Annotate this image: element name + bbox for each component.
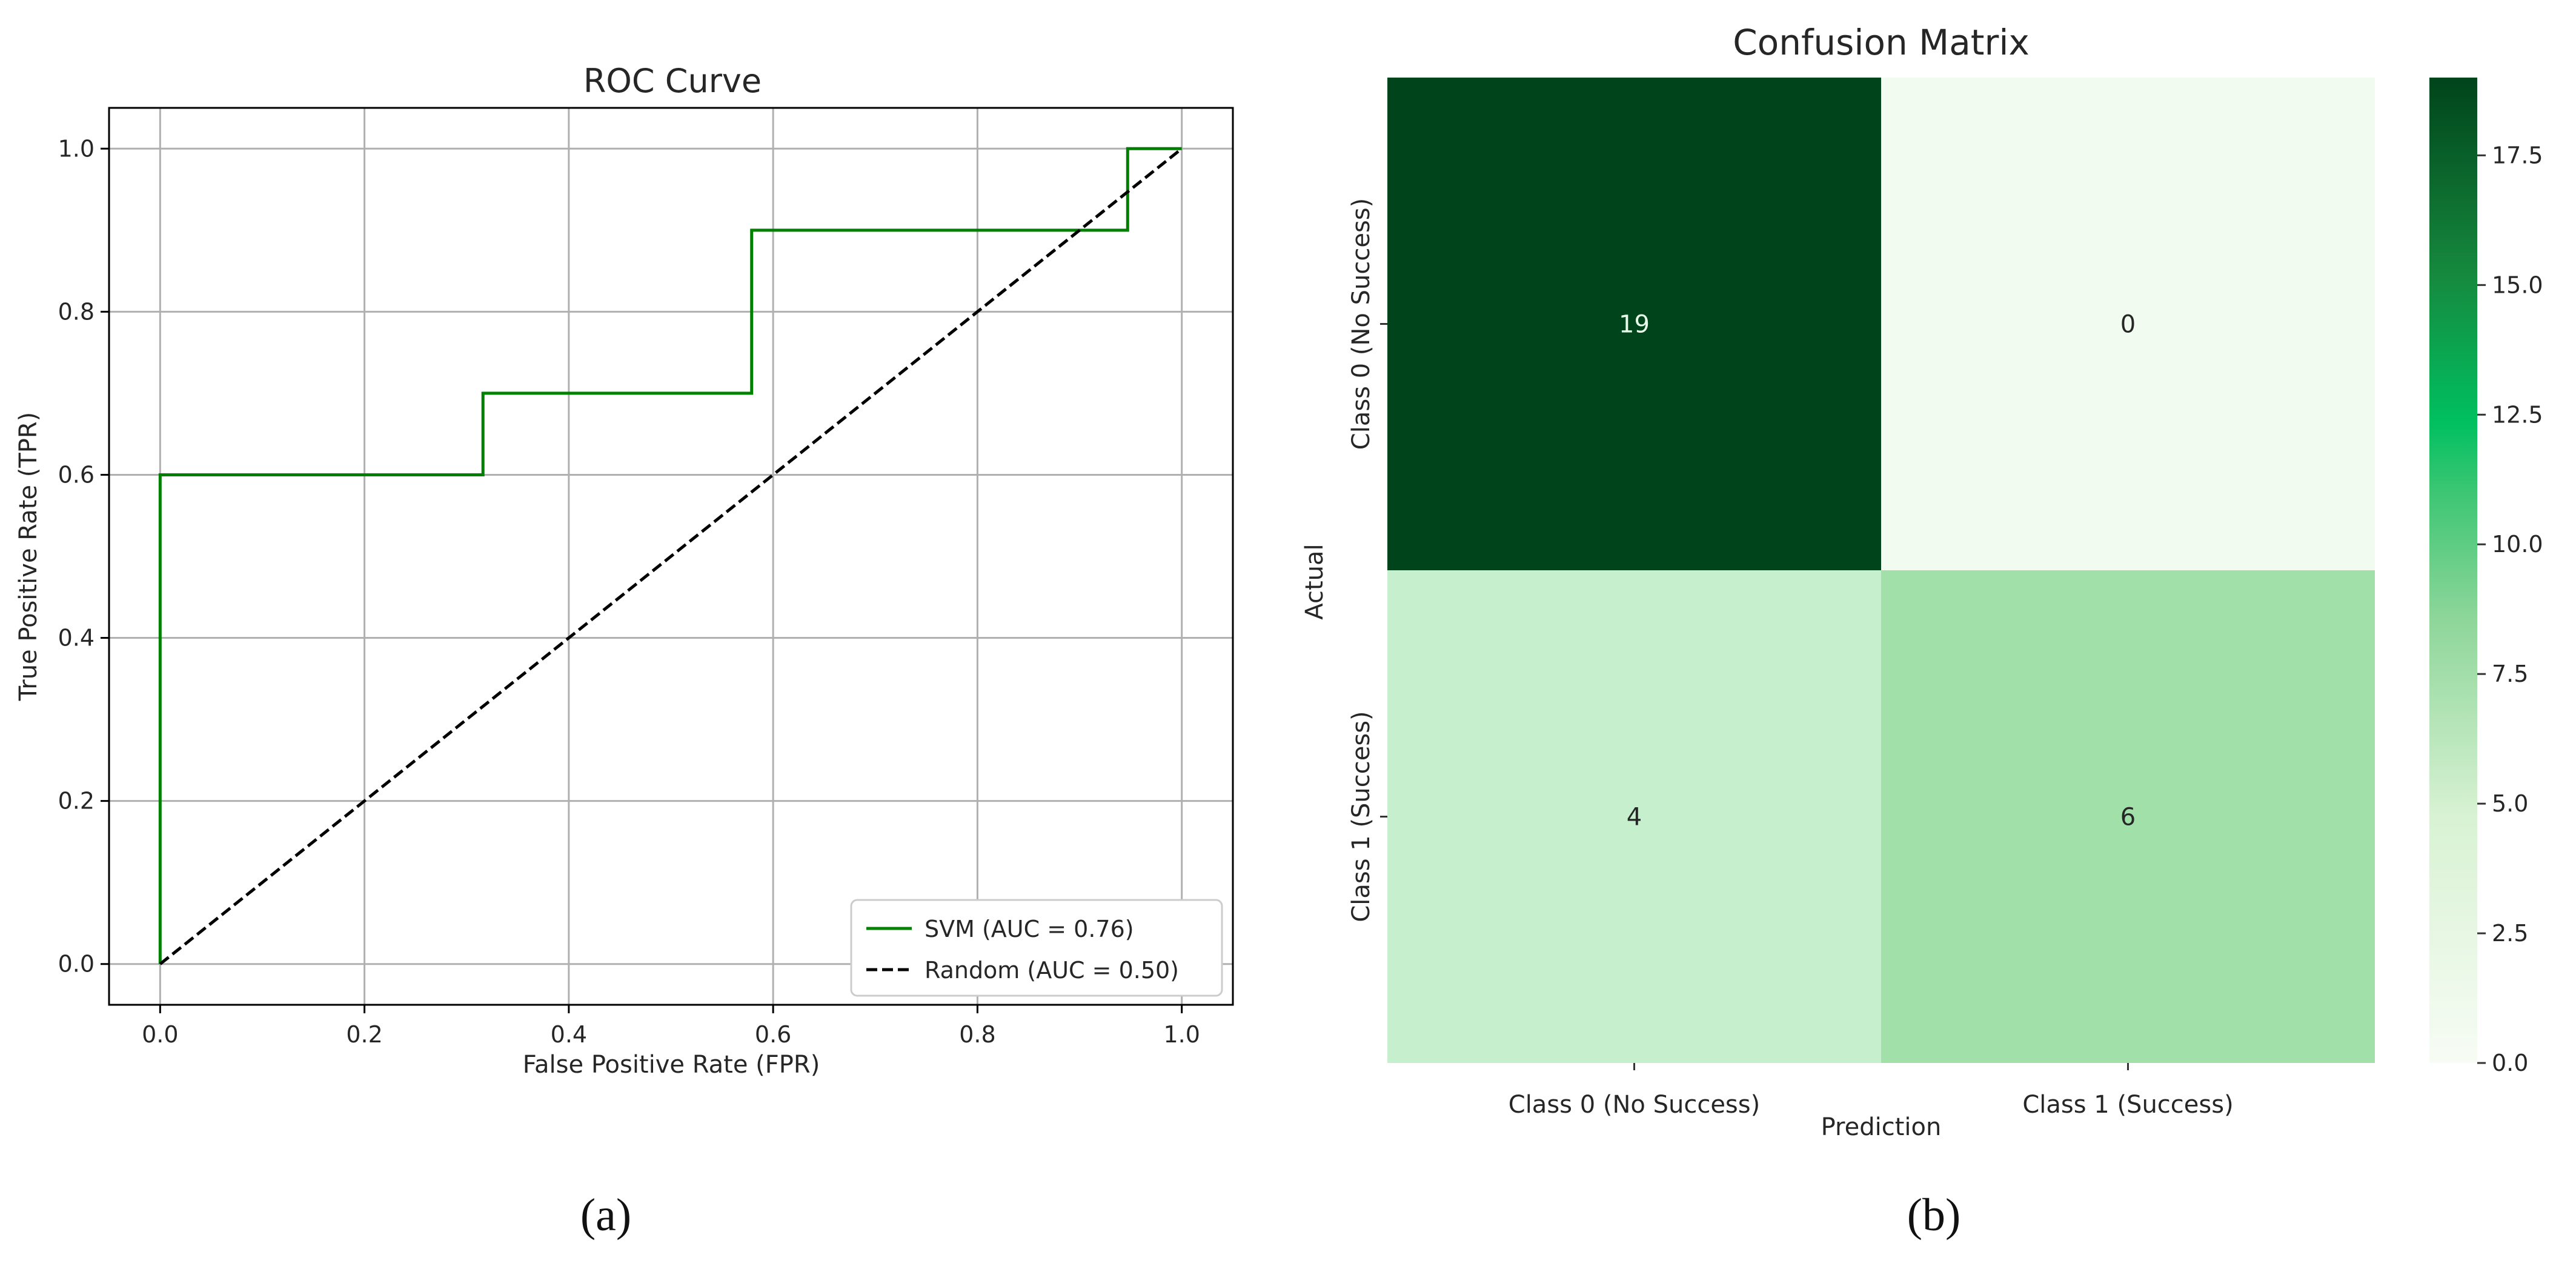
roc-x-tick-label: 0.6 [755, 1021, 791, 1048]
cm-cell [1387, 570, 1881, 1063]
roc-y-tick-label: 1.0 [58, 135, 95, 162]
cm-y-axis-label: Actual [1301, 544, 1329, 619]
cm-cell-value: 6 [2120, 804, 2136, 831]
roc-x-tick-label: 0.8 [959, 1021, 995, 1048]
roc-x-tick-label: 1.0 [1163, 1021, 1200, 1048]
cm-cell [1881, 78, 2375, 570]
cm-colorbar-tick-label: 0.0 [2492, 1050, 2528, 1076]
roc-y-tick-label: 0.6 [58, 461, 95, 488]
roc-title: ROC Curve [583, 62, 762, 100]
cm-y-tick-label: Class 1 (Success) [1347, 711, 1375, 922]
cm-cell [1387, 78, 1881, 570]
cm-cell-value: 19 [1619, 311, 1650, 339]
roc-plot-frame [108, 107, 1234, 1006]
roc-legend: SVM (AUC = 0.76) Random (AUC = 0.50) [850, 899, 1223, 997]
cm-x-tick-label: Class 1 (Success) [2022, 1091, 2233, 1119]
cm-y-tick-label: Class 0 (No Success) [1347, 198, 1375, 450]
cm-colorbar-tick-label: 7.5 [2492, 661, 2528, 687]
legend-random-label: Random (AUC = 0.50) [925, 957, 1179, 984]
random-baseline-line [159, 147, 1183, 965]
cm-colorbar-ticks: 0.0 2.5 5.0 7.5 10.0 12.5 15.0 17.5 [2477, 142, 2543, 1076]
cm-colorbar [2429, 78, 2477, 1063]
roc-y-axis-label: True Positive Rate (TPR) [15, 412, 42, 702]
legend-svm-label: SVM (AUC = 0.76) [925, 916, 1134, 942]
cm-colorbar-tick-label: 2.5 [2492, 920, 2528, 947]
roc-y-tick-label: 0.4 [58, 625, 95, 651]
confusion-matrix-chart: Confusion Matrix 19 0 4 6 Class 0 (No Succe… [1301, 22, 2543, 1141]
caption-a: (a) [580, 1190, 631, 1241]
svm-roc-line [158, 147, 1182, 964]
cm-cell-value: 4 [1627, 804, 1642, 831]
caption-b: (b) [1907, 1190, 1961, 1241]
roc-y-tick-label: 0.0 [58, 951, 95, 978]
roc-gridlines [109, 108, 1233, 1005]
cm-cell [1881, 570, 2375, 1063]
cm-colorbar-tick-label: 17.5 [2492, 142, 2543, 168]
roc-chart: ROC Curve 0.0 0.2 0.4 0.6 0.8 1.0 0.0 0.2 0.4 0.6… [15, 62, 1234, 1079]
roc-y-tick-label: 0.2 [58, 788, 95, 815]
cm-colorbar-tick-label: 10.0 [2492, 531, 2543, 558]
roc-x-tick-label: 0.2 [346, 1021, 382, 1048]
roc-series [158, 147, 1183, 965]
roc-x-tick-label: 0.4 [551, 1021, 587, 1048]
cm-x-axis-label: Prediction [1821, 1113, 1942, 1141]
cm-cell-value: 0 [2120, 311, 2136, 339]
cm-colorbar-tick-label: 15.0 [2492, 272, 2543, 298]
cm-colorbar-tick-label: 5.0 [2492, 790, 2528, 817]
roc-x-tick-label: 0.0 [142, 1021, 178, 1048]
cm-ticks: Class 0 (No Success) Class 1 (Success) Cla… [1347, 198, 2234, 1119]
roc-legend-box [850, 899, 1223, 997]
roc-y-tick-label: 0.8 [58, 298, 95, 325]
cm-cells: 19 0 4 6 [1387, 78, 2375, 1063]
cm-colorbar-tick-label: 12.5 [2492, 401, 2543, 428]
roc-ticks: 0.0 0.2 0.4 0.6 0.8 1.0 0.0 0.2 0.4 0.6 0.8 1.0 [58, 135, 1200, 1048]
cm-x-tick-label: Class 0 (No Success) [1509, 1091, 1760, 1119]
roc-x-axis-label: False Positive Rate (FPR) [523, 1051, 820, 1079]
cm-title: Confusion Matrix [1733, 22, 2030, 63]
